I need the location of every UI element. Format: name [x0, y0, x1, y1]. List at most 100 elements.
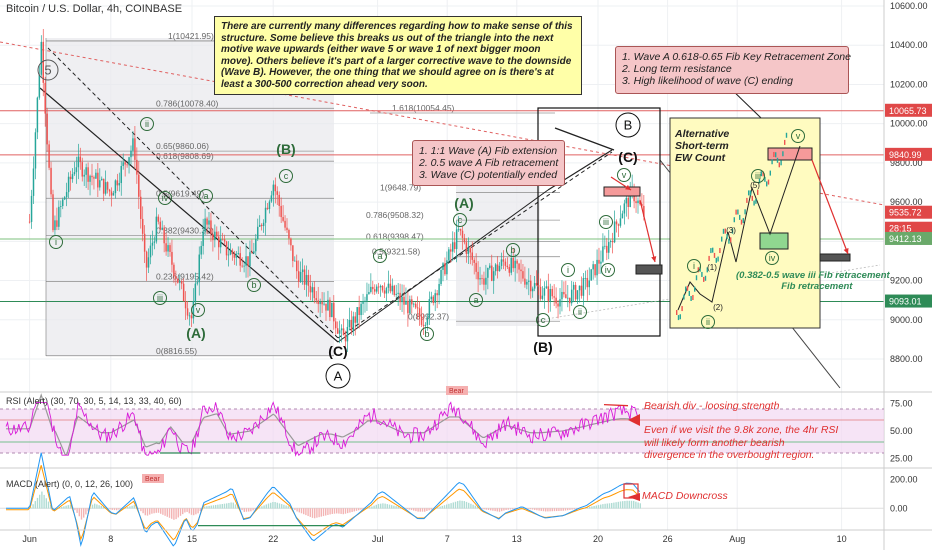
wave-label-minor: i [561, 263, 575, 277]
candle-body [393, 285, 395, 295]
candle-body [102, 178, 105, 194]
candle-body [483, 278, 485, 285]
candle [335, 317, 337, 335]
candle [387, 270, 390, 294]
candle [157, 214, 160, 225]
macd-hist [276, 502, 278, 509]
macd-hist [298, 508, 300, 513]
wave-label-minor: a [469, 293, 483, 307]
candle-body [58, 206, 60, 227]
macd-hist [179, 508, 182, 516]
candle [268, 199, 271, 214]
alt-candle [690, 296, 692, 302]
alt-candle [784, 139, 786, 145]
candle [255, 233, 257, 256]
candle-body [229, 250, 232, 255]
fib-label-right: 0.5(9321.58) [372, 247, 420, 257]
price-tag-text: 9412.13 [889, 234, 922, 244]
candle-body [270, 195, 273, 202]
macd-hist [430, 508, 432, 510]
wave-label-minor-text: iii [157, 293, 163, 303]
macd-hist [459, 500, 461, 509]
candle-body [114, 180, 117, 194]
candle-body [288, 230, 290, 239]
candle-body [110, 191, 113, 196]
candle [414, 301, 417, 310]
macd-hist [118, 508, 120, 510]
macd-line [6, 452, 640, 547]
candle-body [496, 264, 499, 272]
candle [492, 267, 495, 294]
alt-candle [769, 170, 771, 176]
candle [504, 258, 507, 271]
wave-label-minor-ring [599, 215, 613, 229]
time-tick: Jul [372, 534, 384, 544]
macd-hist [395, 506, 397, 509]
macd-hist [619, 501, 622, 509]
candle-body [586, 277, 589, 288]
wave-label-5-text: 5 [44, 63, 51, 78]
candle-body [352, 316, 355, 331]
macd-hist [391, 505, 393, 509]
candle [580, 276, 583, 299]
candle [393, 284, 395, 297]
candle [243, 261, 245, 273]
price-tag-bg [885, 231, 932, 245]
candle-body [171, 251, 173, 265]
price-tick: 9600.00 [890, 197, 923, 207]
candle-body [395, 293, 397, 295]
candle-body [196, 282, 199, 284]
candle-body [358, 307, 360, 316]
candle-body [516, 260, 518, 264]
candle [424, 322, 427, 335]
macd-hist [162, 508, 164, 515]
macd-bear-tag [142, 474, 164, 483]
candle [557, 299, 559, 319]
candle [452, 231, 454, 262]
macd-hist [259, 507, 261, 509]
candle [138, 161, 140, 209]
candle [102, 178, 105, 202]
macd-hist [294, 508, 296, 510]
candle [247, 256, 249, 278]
candle-body [547, 286, 550, 301]
macd-hist [494, 508, 496, 512]
macd-hist [342, 508, 344, 515]
candle [104, 170, 107, 196]
candle-body [32, 168, 35, 196]
macd-hist [485, 508, 487, 510]
macd-hist [373, 505, 375, 509]
wave-label-minor-ring [687, 259, 701, 273]
candle-body [606, 245, 608, 253]
macd-hist [98, 505, 100, 509]
candle-body [149, 245, 152, 258]
candle [594, 264, 596, 278]
candle-body [413, 303, 415, 305]
candle-body [561, 291, 563, 300]
candle-body [179, 280, 181, 283]
candle-body [444, 263, 446, 275]
candle-body [541, 295, 544, 299]
macd-hist [375, 504, 377, 509]
candle [327, 290, 329, 311]
macd-hist [503, 508, 505, 511]
candle-body [494, 264, 497, 272]
wave-label-A-big-ring [325, 363, 351, 389]
candle-body [436, 293, 438, 296]
candle-body [216, 231, 218, 237]
candle [299, 261, 302, 284]
candle-body [122, 162, 124, 167]
candle-body [173, 264, 175, 277]
macd-hist [287, 506, 289, 509]
macd-hist [498, 508, 501, 512]
candle [541, 286, 544, 301]
fib-note-3: 3. Wave (C) potentially ended [419, 169, 558, 181]
macd-hist [309, 508, 311, 517]
candle [186, 300, 189, 320]
candle [411, 295, 413, 314]
candle-body [311, 287, 314, 293]
wave-label-minor: i [49, 235, 63, 249]
candle-body [210, 220, 212, 234]
candle [163, 225, 165, 253]
macd-hist [571, 508, 573, 510]
